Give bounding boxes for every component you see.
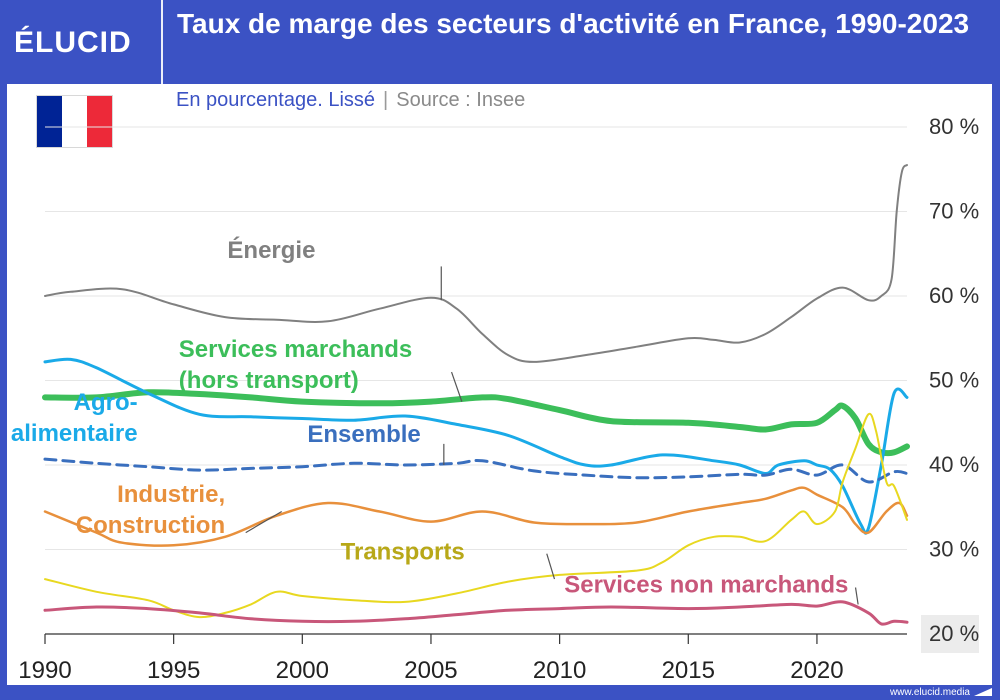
y-tick-label-40: 40 % (929, 452, 979, 477)
series-label-energie: Énergie (227, 236, 315, 264)
flag-stripe-blue (37, 96, 62, 147)
subtitle-unit: En pourcentage. Lissé (176, 89, 376, 111)
series-label-line: (hors transport) (179, 367, 359, 394)
x-tick-label-2020: 2020 (790, 657, 843, 684)
y-tick-label-60: 60 % (929, 283, 979, 308)
series-line-ensemble (43, 457, 909, 484)
series-label-line: alimentaire (11, 420, 138, 447)
series-line-transports (44, 412, 908, 619)
flag-stripe-red (87, 96, 112, 147)
series-label-line: Services marchands (179, 336, 412, 363)
series-label-line: Transports (341, 539, 465, 566)
series-label-industrie-construction: Industrie, Construction (76, 481, 225, 539)
series-line-energie (44, 164, 908, 363)
subtitle-separator: | (383, 89, 389, 111)
series-label-line: Agro- (74, 389, 138, 416)
x-tick-label-2005: 2005 (404, 657, 457, 684)
y-tick-label-50: 50 % (929, 368, 979, 393)
leader-line-services-marchands-hors-transport (450, 371, 463, 402)
series-label-transports: Transports (341, 539, 465, 566)
series-label-line: Ensemble (307, 421, 420, 448)
series-label-line: Énergie (227, 236, 315, 264)
flag-stripe-white (62, 96, 87, 147)
series-label-line: Industrie, (117, 481, 225, 508)
header-bar: ÉLUCID Taux de marge des secteurs d'acti… (0, 0, 1000, 84)
brand-logo: ÉLUCID (14, 26, 132, 59)
chart-panel: En pourcentage. Lissé | Source : Insee 20 … (7, 84, 992, 685)
x-tick-label-2000: 2000 (276, 657, 329, 684)
series-line-services-marchands-hors-transport (42, 389, 910, 457)
y-tick-highlight (921, 615, 979, 653)
chart-subtitle: En pourcentage. Lissé | Source : Insee (176, 89, 525, 112)
series-label-line: Construction (76, 512, 225, 539)
y-tick-label-20: 20 % (929, 621, 979, 646)
series-label-ensemble: Ensemble (307, 421, 420, 448)
leader-line-services-non-marchands (854, 587, 859, 605)
footer-url: www.elucid.media (889, 687, 970, 698)
x-tick-label-1990: 1990 (18, 657, 71, 684)
series-line-industrie-construction (43, 486, 909, 547)
brand-mark-icon (974, 688, 992, 696)
x-tick-label-2010: 2010 (533, 657, 586, 684)
y-tick-label-30: 30 % (929, 537, 979, 562)
subtitle-source: Source : Insee (396, 89, 526, 111)
leader-line-transports (546, 553, 556, 580)
x-tick-label-1995: 1995 (147, 657, 200, 684)
chart-title: Taux de marge des secteurs d'activité en… (177, 8, 970, 39)
x-tick-label-2015: 2015 (662, 657, 715, 684)
series-label-agro-alimentaire: Agro-alimentaire (11, 389, 138, 447)
series-label-services-non-marchands: Services non marchands (564, 572, 848, 599)
series-label-services-marchands-hors-transport: Services marchands (hors transport) (179, 336, 412, 394)
leader-line-industrie-construction (245, 510, 283, 534)
series-line-services-non-marchands (43, 600, 909, 626)
y-tick-label-70: 70 % (929, 199, 979, 224)
header-divider (161, 0, 163, 84)
series-line-agro-alimentaire (43, 357, 909, 535)
y-tick-label-80: 80 % (929, 114, 979, 139)
line-chart: 20 % 30 % 40 % 50 % 60 % 70 % 80 % 1990 1995 2000… (11, 114, 979, 684)
series-label-line: Services non marchands (564, 572, 848, 599)
france-flag-icon (36, 95, 113, 148)
